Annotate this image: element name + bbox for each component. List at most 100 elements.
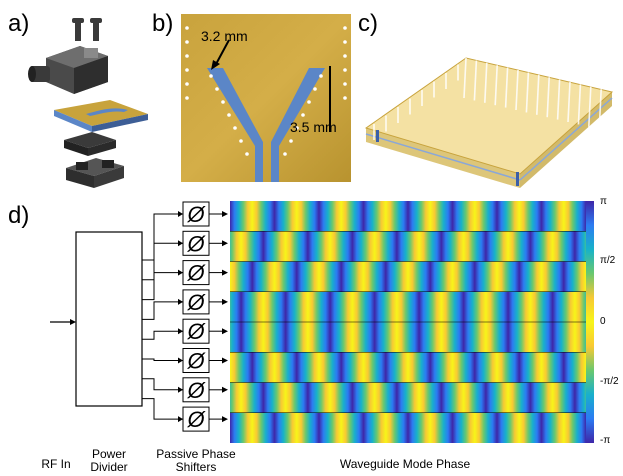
output-arrowhead — [222, 298, 228, 305]
phase-row — [230, 322, 586, 353]
colorbar-tick-half-pi: π/2 — [600, 255, 616, 266]
colorbar-tick-neg-half-pi: -π/2 — [600, 376, 619, 387]
feed-line — [142, 242, 183, 281]
feed-arrowhead — [178, 298, 183, 305]
via-dot — [221, 100, 225, 104]
phase-shifter-symbol: Ø — [186, 349, 206, 374]
phase-row — [230, 352, 586, 383]
post-line — [504, 67, 509, 108]
via-dot — [307, 100, 311, 104]
post-line — [473, 60, 478, 101]
phase-shifter-box — [182, 260, 210, 286]
layered-waveguide-3d-render — [364, 57, 614, 188]
via-dot — [295, 126, 299, 130]
feed-arrowhead — [178, 269, 183, 276]
phase-shifter-box — [182, 348, 210, 373]
dimension-length-label: 3.5 mm — [290, 119, 337, 135]
colorbar-tick-neg-pi: -π — [600, 435, 611, 446]
dimension-width-label: 3.2 mm — [201, 28, 248, 44]
exploded-assembly-illustration — [28, 18, 148, 188]
phase-row — [230, 201, 586, 232]
output-arrowhead — [222, 240, 228, 247]
via-dot — [289, 139, 293, 143]
feed-arrowhead — [178, 211, 183, 217]
power-divider-label-line1: Power — [91, 447, 126, 461]
post-line — [577, 84, 582, 125]
feed-line — [142, 272, 183, 301]
post-line — [515, 69, 519, 111]
waveguide-phase-label: Waveguide Mode Phase — [339, 457, 471, 471]
via-dot — [343, 96, 347, 100]
output-arrowhead — [222, 386, 228, 393]
post-line — [556, 79, 561, 120]
post-line — [494, 65, 498, 106]
phase-shifter-symbol: Ø — [186, 407, 206, 432]
via-dot — [343, 26, 347, 30]
colorbar-tick-pi: π — [600, 196, 607, 207]
waveguide-taper-photo — [181, 14, 351, 182]
rf-in-label: RF In — [41, 457, 71, 471]
feed-arrowhead — [178, 328, 183, 335]
feed-arrowhead — [178, 357, 183, 364]
phase-shifter-symbol: Ø — [186, 319, 206, 344]
panel-label-a: a) — [8, 10, 30, 37]
phase-row — [230, 412, 586, 443]
post-line — [567, 81, 571, 123]
post-line — [536, 74, 540, 115]
post-line — [588, 86, 592, 127]
via-dot — [343, 54, 347, 58]
output-arrowhead — [222, 211, 228, 217]
phase-row — [230, 291, 586, 322]
feed-line — [142, 378, 183, 391]
output-arrowhead — [222, 416, 228, 423]
post-line — [463, 57, 467, 99]
panel-label-c: c) — [358, 10, 378, 37]
via-dot — [313, 87, 317, 91]
via-dot — [185, 68, 189, 72]
via-dot — [233, 126, 237, 130]
via-dot — [185, 40, 189, 44]
via-dot — [185, 26, 189, 30]
feed-arrowhead — [178, 240, 183, 247]
via-dot — [185, 54, 189, 58]
via-dot — [283, 152, 287, 156]
via-dot — [319, 74, 323, 78]
post-line — [598, 89, 602, 130]
feed-line — [142, 301, 183, 320]
post-line — [484, 62, 488, 103]
post-line — [546, 77, 550, 118]
panel-label-d: d) — [8, 202, 30, 229]
phase-shifter-box — [182, 318, 210, 344]
via-dot — [215, 87, 219, 91]
phase-shifter-box — [182, 377, 210, 403]
via-dot — [185, 96, 189, 100]
phase-shifters-label-line1: Passive Phase — [156, 447, 236, 461]
phase-shifter-symbol: Ø — [186, 378, 206, 403]
phase-shifters-label-line2: Shifters — [175, 460, 217, 474]
via-dot — [209, 74, 213, 78]
phase-row — [230, 261, 586, 292]
via-dot — [245, 152, 249, 156]
output-arrowhead — [222, 269, 228, 276]
waveguide-phase-map — [230, 201, 586, 443]
phase-row — [230, 231, 586, 262]
feed-arrowhead — [178, 386, 183, 393]
output-arrowhead — [222, 357, 228, 364]
colorbar-tick-zero: 0 — [600, 316, 606, 327]
via-dot — [239, 139, 243, 143]
phase-row — [230, 382, 586, 413]
feed-line — [142, 330, 183, 340]
phase-shifter-symbol: Ø — [186, 231, 206, 256]
via-dot — [343, 40, 347, 44]
power-divider-label-line2: Divider — [90, 460, 128, 474]
feed-line — [142, 213, 183, 261]
phase-shifter-symbol: Ø — [186, 290, 206, 315]
phase-shifter-symbol: Ø — [186, 261, 206, 286]
output-arrowhead — [222, 328, 228, 335]
via-dot — [301, 113, 305, 117]
via-dot — [343, 68, 347, 72]
feed-line — [142, 358, 183, 361]
phase-colorbar — [586, 201, 594, 443]
